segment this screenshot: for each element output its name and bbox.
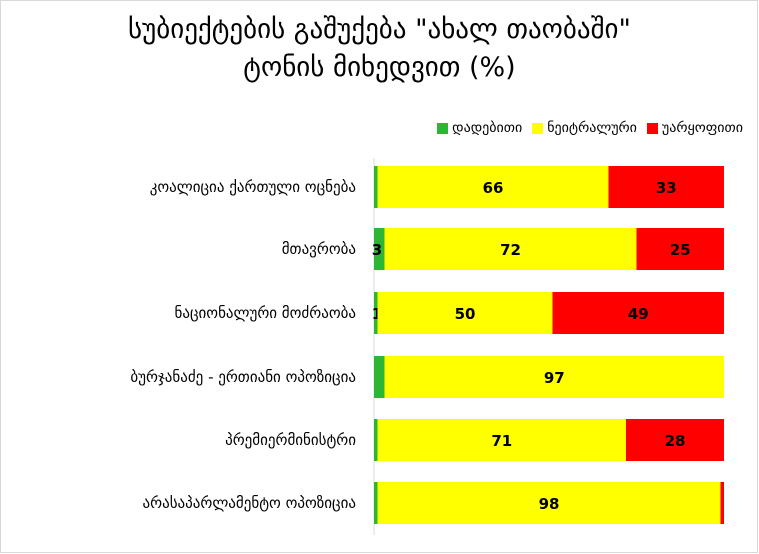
data-label-neutral: 98 xyxy=(539,495,560,513)
bar-segment-positive xyxy=(374,292,378,334)
bar-segment-neutral xyxy=(377,166,609,208)
data-label-neutral: 66 xyxy=(483,179,504,197)
legend-label-positive: დადებითი xyxy=(452,120,523,136)
bar-segment-neutral xyxy=(377,419,626,461)
legend-label-neutral: ნეიტრალური xyxy=(547,120,637,136)
data-label-neutral: 71 xyxy=(491,432,512,450)
legend-swatch-neutral xyxy=(532,122,544,134)
data-label-neutral: 50 xyxy=(455,305,476,323)
bar-segment-negative xyxy=(720,482,724,524)
bar-segment-negative xyxy=(636,228,724,270)
chart-title-line2: ტონის მიხედვით (%) xyxy=(243,52,516,83)
bar-segment-positive xyxy=(374,166,378,208)
data-label-neutral: 97 xyxy=(544,369,565,387)
legend-item-neutral: ნეიტრალური xyxy=(532,120,637,136)
bar-segment-neutral xyxy=(384,228,637,270)
data-label-negative: 49 xyxy=(628,305,649,323)
legend-swatch-positive xyxy=(437,122,449,134)
legend-item-positive: დადებითი xyxy=(437,120,522,136)
bar-segment-positive xyxy=(374,482,378,524)
bar-segment-negative xyxy=(608,166,724,208)
chart-legend: დადებითი ნეიტრალური უარყოფითი xyxy=(437,120,743,136)
data-label-neutral: 72 xyxy=(500,241,521,259)
bar-segment-neutral xyxy=(384,356,724,398)
bar-segment-positive xyxy=(374,356,385,398)
data-label-negative: 33 xyxy=(656,179,677,197)
data-label-negative: 25 xyxy=(670,241,691,259)
category-label: ბურჯანაძე - ერთიანი ოპოზიცია xyxy=(130,368,356,386)
category-label: არასაპარლამენტო ოპოზიცია xyxy=(143,494,356,512)
category-label: კოალიცია ქართული ოცნება xyxy=(150,178,356,196)
bar-segment-negative xyxy=(626,419,724,461)
legend-label-negative: უარყოფითი xyxy=(661,120,743,136)
data-label-negative: 28 xyxy=(665,432,686,450)
bar-segment-positive xyxy=(374,419,378,461)
data-label-positive: 3 xyxy=(372,241,382,259)
legend-item-negative: უარყოფითი xyxy=(646,120,743,136)
chart-title-line1: სუბიექტების გაშუქება "ახალ თაობაში" xyxy=(128,14,631,45)
data-label-positive: 1 xyxy=(372,305,382,323)
category-label: ნაციონალური მოძრაობა xyxy=(174,304,356,322)
bar-segment-negative xyxy=(552,292,724,334)
bar-segment-positive xyxy=(374,228,385,270)
category-label: პრემიერმინისტრი xyxy=(225,431,356,449)
category-label: მთავრობა xyxy=(282,240,356,258)
bar-segment-neutral xyxy=(377,482,721,524)
bar-segment-neutral xyxy=(377,292,553,334)
legend-swatch-negative xyxy=(646,122,658,134)
